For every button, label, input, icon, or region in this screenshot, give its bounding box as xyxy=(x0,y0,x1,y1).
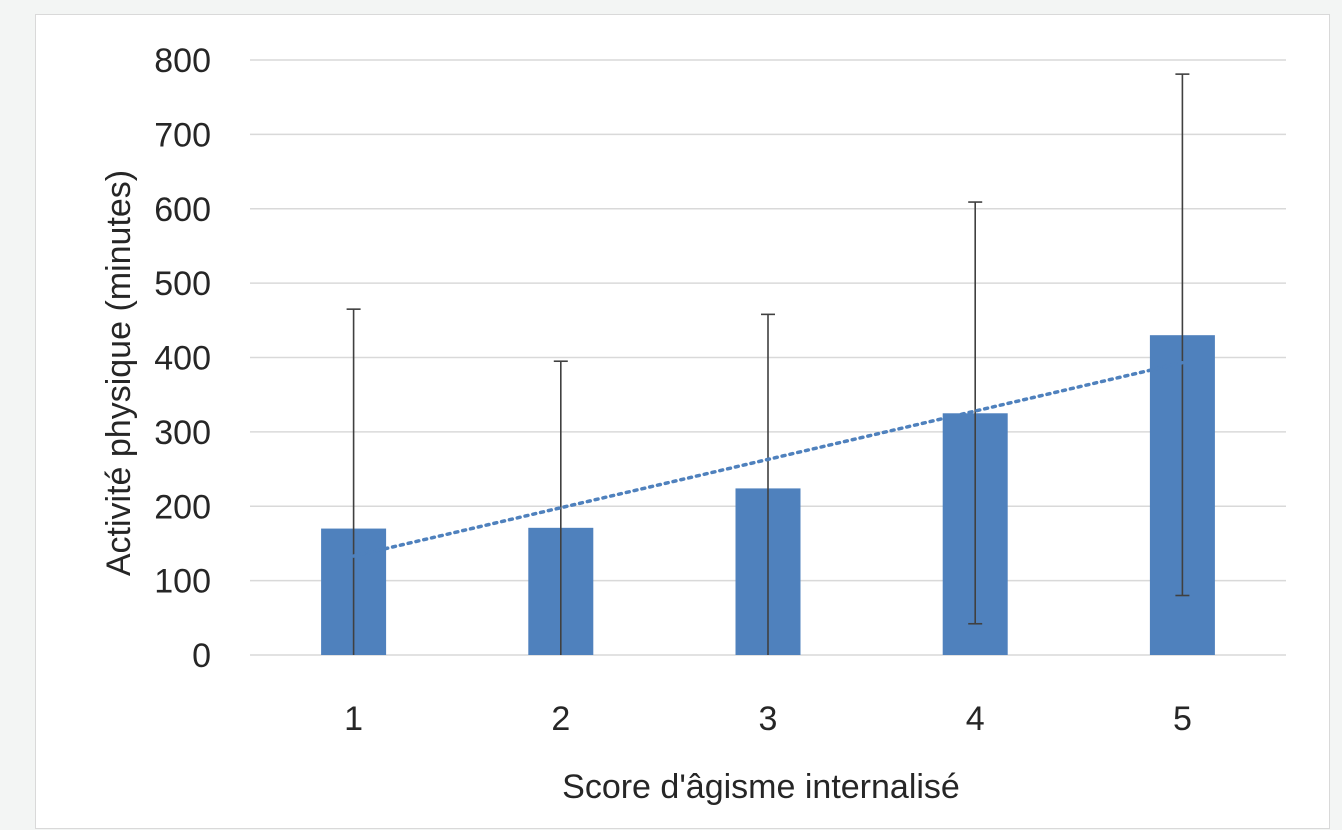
error-bar-1 xyxy=(346,308,361,655)
x-tick-label: 3 xyxy=(759,700,778,738)
x-tick-label: 2 xyxy=(551,700,570,738)
error-bar-4 xyxy=(968,201,983,625)
x-axis-ticks: 1 2 3 4 5 xyxy=(344,700,1192,738)
y-axis-title: Activité physique (minutes) xyxy=(100,170,138,576)
y-tick-label: 500 xyxy=(154,265,211,303)
y-tick-label: 400 xyxy=(154,340,211,378)
y-tick-label: 700 xyxy=(154,116,211,154)
x-tick-label: 5 xyxy=(1173,700,1192,738)
error-bar-5 xyxy=(1175,73,1190,597)
error-bars xyxy=(346,73,1190,655)
chart-area: 0 100 200 300 400 500 600 700 800 1 2 3 4 5 Score d'… xyxy=(35,14,1330,829)
y-tick-label: 100 xyxy=(154,563,211,601)
x-tick-label: 1 xyxy=(344,700,363,738)
y-tick-label: 600 xyxy=(154,191,211,229)
trendline-line xyxy=(351,360,1185,558)
y-tick-label: 800 xyxy=(154,42,211,80)
y-axis-ticks: 0 100 200 300 400 500 600 700 800 xyxy=(154,42,211,675)
y-tick-label: 300 xyxy=(154,414,211,452)
trendline xyxy=(351,360,1185,558)
x-tick-label: 4 xyxy=(966,700,985,738)
bar-chart: 0 100 200 300 400 500 600 700 800 1 2 3 4 5 Score d'… xyxy=(100,42,1286,806)
error-bar-3 xyxy=(761,313,775,655)
y-tick-label: 0 xyxy=(192,637,211,675)
x-axis-title: Score d'âgisme internalisé xyxy=(562,768,960,806)
y-tick-label: 200 xyxy=(154,488,211,526)
